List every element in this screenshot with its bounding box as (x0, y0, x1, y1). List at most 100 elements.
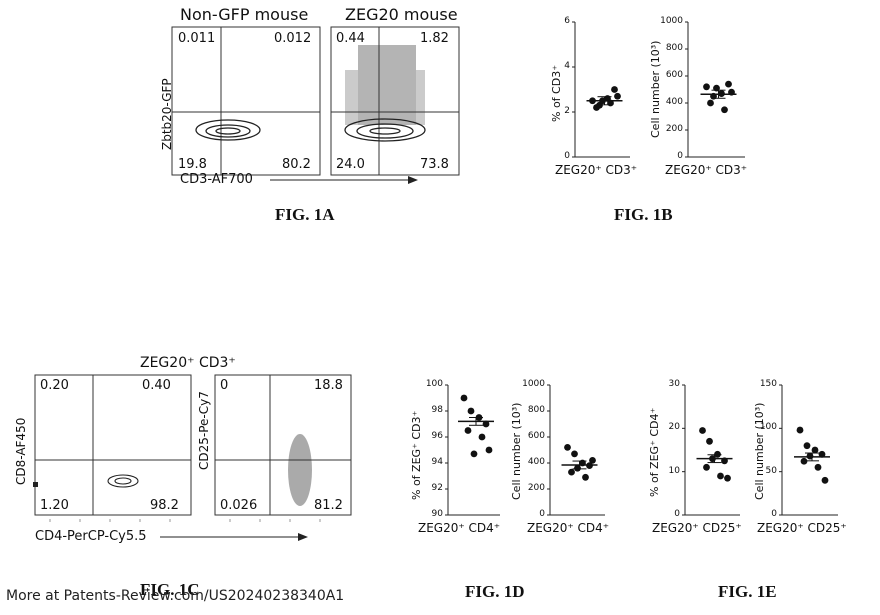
fig1b-left-ylabel: % of CD3⁺ (550, 65, 563, 122)
fig1c-left-y-axis-label: CD8-AF450 (14, 418, 28, 485)
fig1b-right-ylabel: Cell number (10³) (649, 41, 662, 138)
data-point (725, 81, 732, 88)
fig1c-right-frame (215, 375, 351, 515)
fig1b-left-points (572, 22, 623, 157)
data-point (804, 442, 811, 449)
fig1c-right-q-ll: 0.026 (220, 498, 257, 513)
fig1d-label: FIG. 1D (465, 582, 525, 602)
fig1d-right-category: ZEG20⁺ CD4⁺ (527, 521, 609, 535)
tick-label: 94 (432, 457, 443, 467)
fig1a-right-q-ul: 0.44 (336, 31, 365, 46)
tick-label: 30 (669, 379, 680, 389)
fig1c-title: ZEG20⁺ CD3⁺ (140, 355, 236, 371)
tick-label: 4 (564, 61, 570, 71)
fig1c-x-arrowhead (298, 533, 308, 541)
data-point (724, 475, 731, 482)
fig1c-left-q-ll: 1.20 (40, 498, 69, 513)
tick-label: 600 (528, 431, 545, 441)
fig1a-right-cloud (345, 45, 425, 125)
data-point (582, 474, 589, 481)
fig1a-left-q-ll: 19.8 (178, 157, 207, 172)
fig1c-tickmarks (50, 519, 320, 522)
fig1a-left-q-lr: 80.2 (282, 157, 311, 172)
tick-label: 2 (564, 106, 570, 116)
fig1a-x-axis-label: CD3-AF700 (180, 172, 253, 187)
fig1a-right-q-ur: 1.82 (420, 31, 449, 46)
tick-label: 10 (669, 466, 680, 476)
data-point (564, 444, 571, 451)
tick-label: 100 (426, 379, 443, 389)
fig1b-label: FIG. 1B (614, 205, 673, 225)
fig1e-right-points (779, 385, 830, 515)
data-point (611, 86, 618, 93)
tick-label: 600 (666, 70, 683, 80)
data-point (721, 106, 728, 113)
tick-label: 90 (432, 509, 443, 519)
fig1c-left-q-ur: 0.40 (142, 378, 171, 393)
data-point (571, 451, 578, 458)
data-point (471, 451, 478, 458)
tick-label: 200 (666, 124, 683, 134)
data-point (703, 464, 710, 471)
tick-label: 1000 (522, 379, 545, 389)
fig1e-right-axes (782, 385, 838, 515)
tick-label: 96 (432, 431, 443, 441)
fig1e-left-category: ZEG20⁺ CD25⁺ (652, 521, 742, 535)
tick-label: 800 (666, 43, 683, 53)
data-point (589, 457, 596, 464)
tick-label: 150 (760, 379, 777, 389)
data-point (461, 395, 468, 402)
fig1c-right-q-ul: 0 (220, 378, 228, 393)
tick-label: 20 (669, 422, 680, 432)
fig1c-left-event (33, 482, 38, 487)
fig1c-left-q-ul: 0.20 (40, 378, 69, 393)
fig1a-left-contour (196, 120, 260, 140)
fig1a-left-frame (172, 27, 320, 175)
data-point (815, 464, 822, 471)
fig1c-right-y-axis-label: CD25-Pe-Cy7 (197, 391, 211, 470)
fig1a-right-q-ll: 24.0 (336, 157, 365, 172)
data-point (812, 447, 819, 454)
fig1c-x-axis-label: CD4-PerCP-Cy5.5 (35, 529, 147, 544)
fig1c-left-q-lr: 98.2 (150, 498, 179, 513)
fig1e-right-ylabel: Cell number (10³) (753, 403, 766, 500)
tick-label: 0 (677, 151, 683, 161)
fig1e-left-ylabel: % of ZEG⁺ CD4⁺ (648, 408, 661, 497)
patents-review-watermark[interactable]: More at Patents-Review.com/US20240238340… (6, 588, 344, 604)
fig1a-label: FIG. 1A (275, 205, 335, 225)
tick-label: 92 (432, 483, 443, 493)
fig1d-right-ylabel: Cell number (10³) (510, 403, 523, 500)
tick-label: 400 (666, 97, 683, 107)
fig1d-left-category: ZEG20⁺ CD4⁺ (418, 521, 500, 535)
data-point (706, 438, 713, 445)
fig1e-right-category: ZEG20⁺ CD25⁺ (757, 521, 847, 535)
tick-label: 400 (528, 457, 545, 467)
fig1a-right-q-lr: 73.8 (420, 157, 449, 172)
tick-label: 100 (760, 422, 777, 432)
fig1d-left-ylabel: % of ZEG⁺ CD3⁺ (410, 411, 423, 500)
tick-label: 98 (432, 405, 443, 415)
fig1a-y-axis-label: Zbtb20-GFP (160, 78, 174, 150)
tick-label: 0 (771, 509, 777, 519)
data-point (717, 473, 724, 480)
fig1d-left-points (445, 385, 494, 515)
data-point (486, 447, 493, 454)
data-point (822, 477, 829, 484)
tick-label: 0 (564, 151, 570, 161)
fig1b-right-category: ZEG20⁺ CD3⁺ (665, 163, 747, 177)
fig1d-right-axes (550, 385, 605, 515)
fig1a-x-arrowhead (408, 176, 418, 184)
data-point (468, 408, 475, 415)
fig1c-left-contour (108, 475, 138, 487)
tick-label: 200 (528, 483, 545, 493)
fig1c-right-cloud (288, 434, 312, 506)
tick-label: 0 (539, 509, 545, 519)
fig1b-left-category: ZEG20⁺ CD3⁺ (555, 163, 637, 177)
data-point (699, 427, 706, 434)
tick-label: 0 (674, 509, 680, 519)
fig1e-left-points (682, 385, 733, 515)
tick-label: 6 (564, 16, 570, 26)
fig1c-left-frame (35, 375, 191, 515)
fig1c-right-q-ur: 18.8 (314, 378, 343, 393)
data-point (703, 83, 710, 90)
